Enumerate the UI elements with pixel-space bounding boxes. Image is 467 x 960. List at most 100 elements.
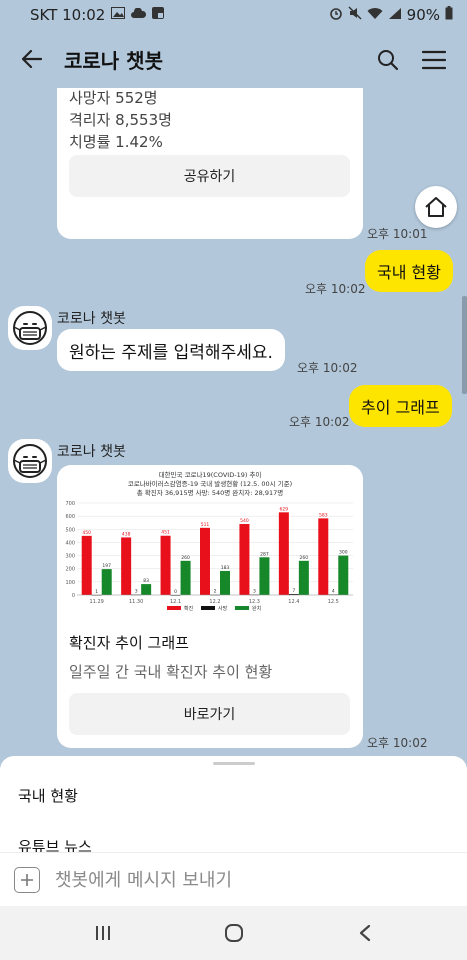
bar-확진: [121, 537, 132, 595]
back-button[interactable]: [0, 30, 64, 88]
stat-line-fatality: 치명률 1.42%: [69, 133, 163, 151]
message-input[interactable]: [55, 864, 455, 896]
data-label: 438: [122, 531, 131, 537]
mask-face-icon: [13, 444, 47, 478]
data-label: 83: [143, 578, 149, 584]
bar-확진: [278, 512, 289, 595]
status-bar: SKT 10:02 90%: [0, 0, 467, 30]
legend-label: 확진: [184, 605, 194, 612]
back-nav-button[interactable]: [345, 918, 385, 948]
data-label: 1: [95, 589, 98, 595]
bar-사망: [288, 594, 299, 595]
y-tick-label: 200: [65, 567, 75, 573]
x-tick-label: 12.2: [209, 599, 220, 605]
home-button[interactable]: [415, 186, 457, 228]
recent-apps-icon: [96, 926, 110, 940]
data-label: 3: [253, 589, 256, 595]
data-label: 260: [181, 555, 190, 561]
y-tick-label: 100: [65, 580, 75, 586]
chart-image[interactable]: 대한민국 코로나19(COVID-19) 추이 코로나바이러스감염증-19 국내…: [61, 467, 359, 617]
my-message-bubble: 국내 현황: [365, 250, 453, 292]
home-icon: [425, 197, 447, 217]
back-chevron-icon: [359, 924, 371, 942]
legend-label: 완치: [252, 605, 261, 612]
home-nav-button[interactable]: [214, 918, 254, 948]
cloud-icon: [131, 6, 147, 23]
bar-확진: [318, 518, 329, 595]
stat-line-isolated: 격리자 8,553명: [69, 111, 172, 129]
signal-icon: [388, 6, 402, 24]
message-time: 오후 10:02: [305, 282, 366, 296]
data-label: 4: [332, 588, 335, 594]
y-tick-label: 0: [72, 593, 75, 599]
back-arrow-icon: [22, 50, 42, 68]
hamburger-menu-icon: [422, 50, 446, 70]
bar-완치: [338, 555, 349, 595]
battery-icon: [445, 6, 453, 24]
stats-card: 확진자 36,915(+540)명 완치자 29,650(+349)명 사망자 …: [57, 88, 363, 239]
data-label: 7: [292, 588, 295, 594]
data-label: 450: [82, 530, 91, 536]
quick-reply-item[interactable]: 유튜브 뉴스: [18, 838, 92, 852]
bar-완치: [101, 569, 112, 595]
status-time: SKT 10:02: [30, 6, 106, 24]
wifi-icon: [367, 6, 383, 24]
data-label: 300: [339, 550, 348, 556]
data-label: 0: [174, 589, 177, 595]
data-label: 260: [300, 555, 309, 561]
card-description: 일주일 간 국내 확진자 추이 현황: [69, 663, 273, 681]
search-icon: [378, 50, 399, 71]
goto-button[interactable]: 바로가기: [69, 693, 350, 735]
bar-완치: [180, 560, 191, 595]
y-tick-label: 700: [65, 501, 75, 507]
bar-완치: [259, 557, 270, 595]
quick-reply-sheet: 국내 현황 유튜브 뉴스: [0, 756, 467, 852]
chart-title: 대한민국 코로나19(COVID-19) 추이: [158, 471, 262, 479]
message-time: 오후 10:01: [367, 227, 428, 241]
recent-apps-button[interactable]: [83, 918, 123, 948]
legend-label: 사망: [218, 605, 228, 612]
sender-name: 코로나 챗봇: [57, 311, 126, 327]
data-label: 511: [201, 522, 210, 528]
y-tick-label: 400: [65, 540, 75, 546]
message-input-bar: [0, 852, 467, 906]
attach-button[interactable]: [14, 867, 40, 893]
data-label: 287: [260, 551, 269, 557]
chart-subtitle-2: 총 확진자 36,915명 사망: 540명 완치자: 28,917명: [136, 489, 284, 497]
scrollbar[interactable]: [462, 296, 467, 394]
search-button[interactable]: [370, 42, 406, 78]
alarm-icon: [329, 6, 343, 24]
bar-확진: [239, 524, 250, 595]
home-circle-icon: [225, 924, 243, 942]
message-time: 오후 10:02: [297, 361, 358, 375]
data-label: 540: [240, 518, 249, 524]
chart-subtitle: 코로나바이러스감염증-19 국내 발생현황 (12.5. 00시 기준): [127, 480, 293, 488]
data-label: 3: [135, 589, 138, 595]
data-label: 183: [221, 565, 230, 571]
bar-완치: [141, 584, 152, 595]
data-label: 451: [161, 530, 170, 536]
bot-avatar[interactable]: [8, 306, 52, 350]
menu-button[interactable]: [416, 42, 452, 78]
battery-level: 90%: [406, 6, 440, 24]
y-tick-label: 500: [65, 527, 75, 533]
legend-swatch: [167, 606, 181, 610]
sheet-handle[interactable]: [213, 762, 255, 765]
graph-card: 대한민국 코로나19(COVID-19) 추이 코로나바이러스감염증-19 국내…: [57, 465, 363, 748]
x-tick-label: 11.29: [90, 599, 104, 605]
bar-완치: [298, 560, 309, 595]
bot-avatar[interactable]: [8, 439, 52, 483]
data-label: 583: [319, 512, 328, 518]
message-time: 오후 10:02: [367, 736, 428, 750]
share-button[interactable]: 공유하기: [69, 155, 350, 197]
bar-확진: [200, 527, 210, 595]
legend-swatch: [235, 606, 249, 610]
data-label: 2: [214, 589, 217, 595]
notification-icon: [152, 7, 165, 23]
x-tick-label: 12.4: [288, 599, 299, 605]
stat-line-deaths: 사망자 552명: [69, 89, 158, 107]
card-title: 확진자 추이 그래프: [69, 634, 189, 652]
chat-messages[interactable]: 확진자 36,915(+540)명 완치자 29,650(+349)명 사망자 …: [0, 88, 467, 756]
quick-reply-item[interactable]: 국내 현황: [18, 787, 78, 805]
x-tick-label: 12.5: [328, 599, 339, 605]
